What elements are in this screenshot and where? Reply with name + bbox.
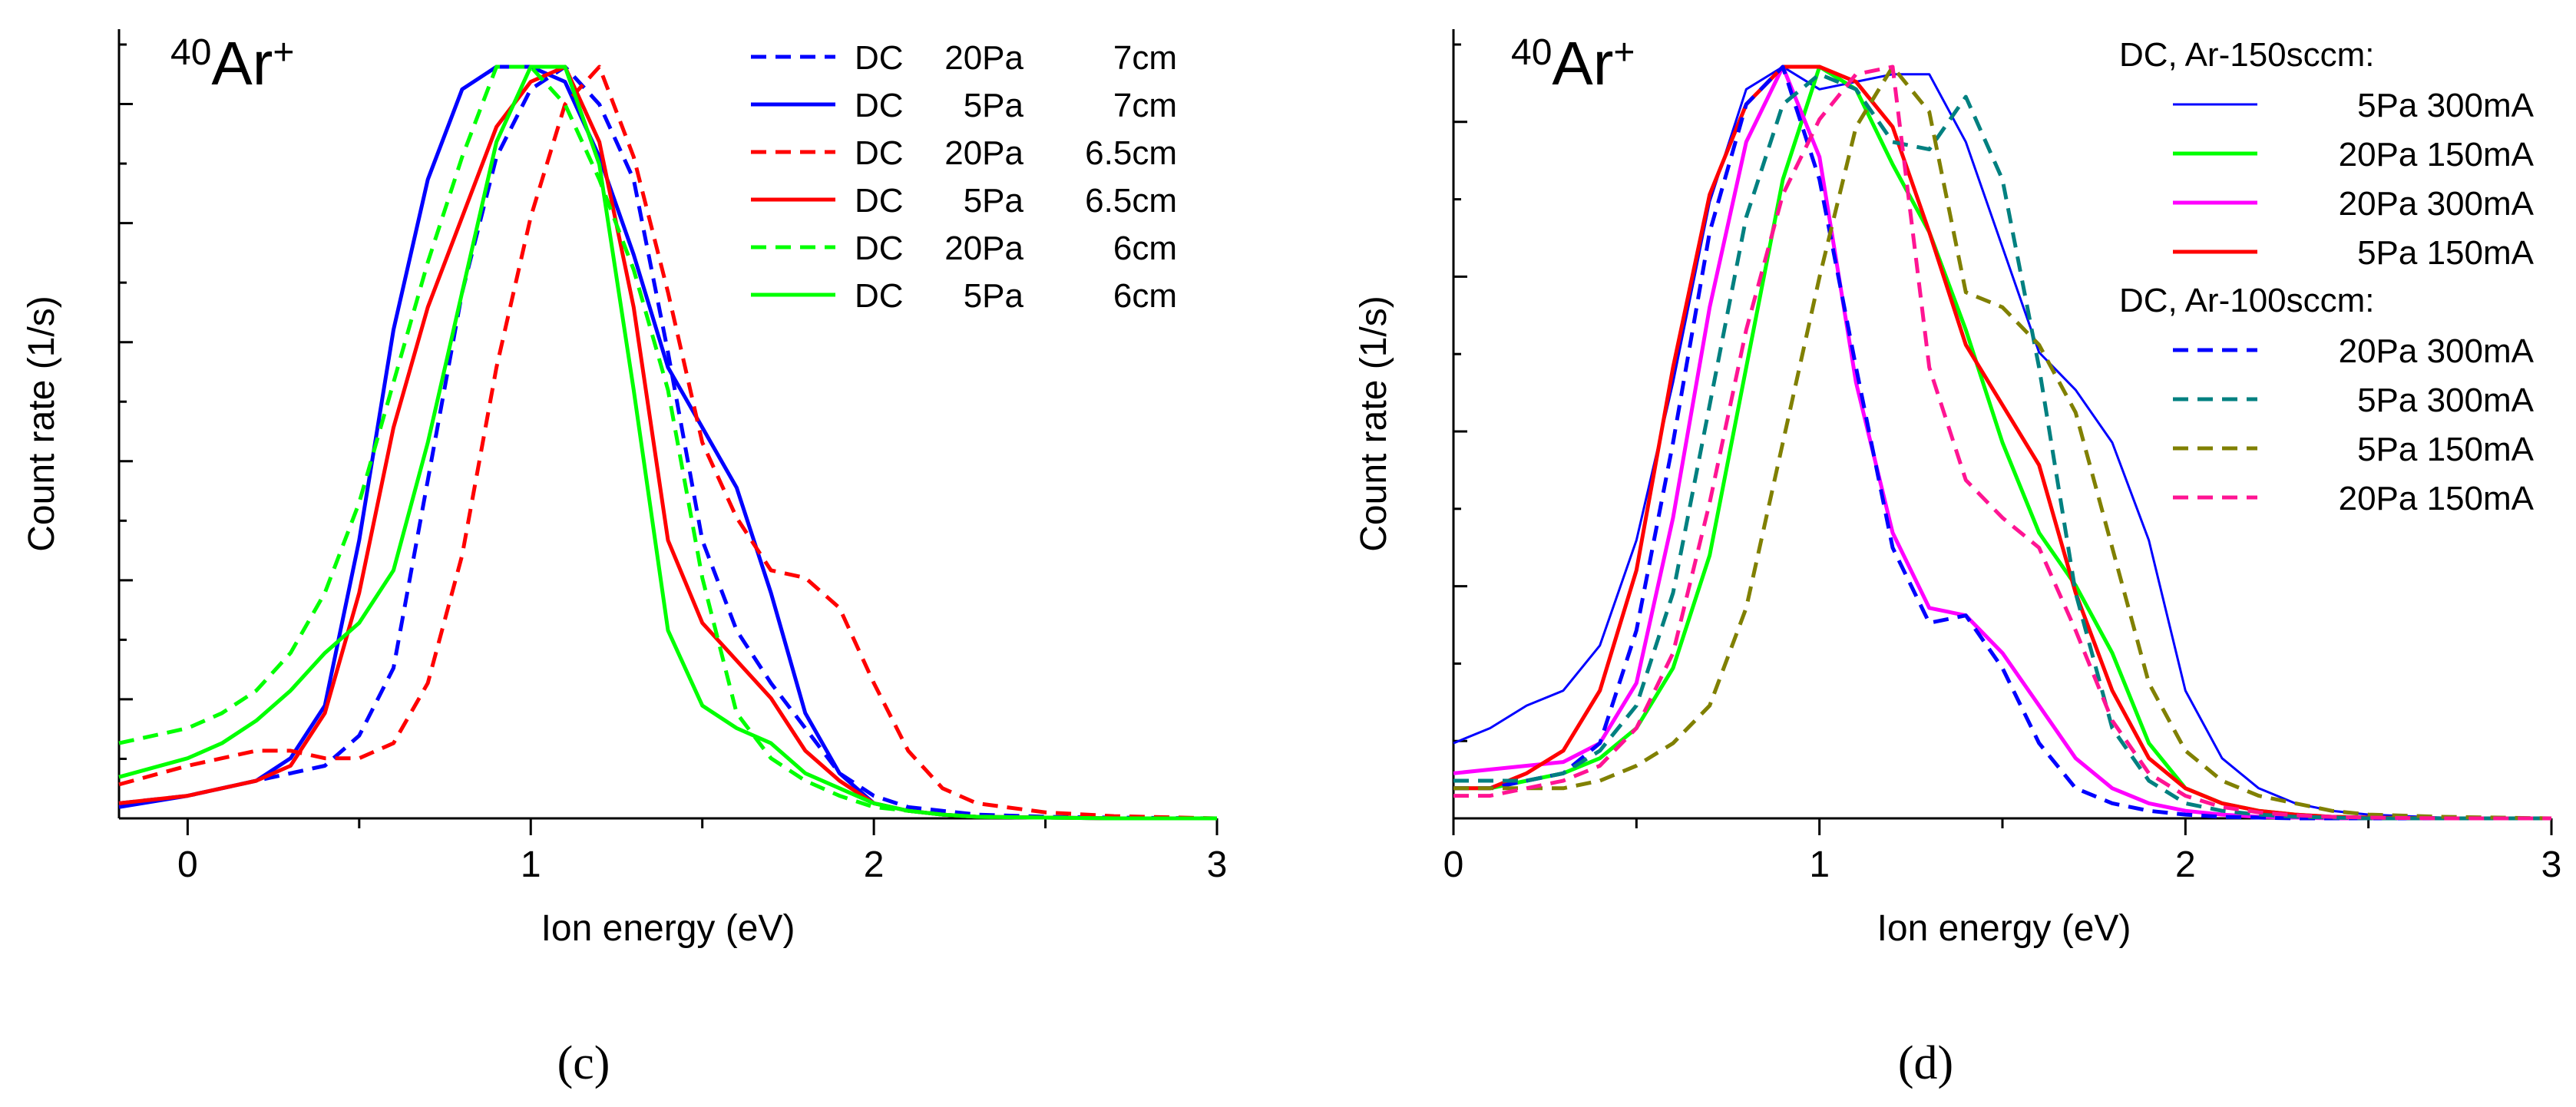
x-tick-label: 3 bbox=[2541, 844, 2562, 885]
panel-c-legend: DC 20Pa 7cm DC 5Pa 7cm DC 20Pa 6.5cm DC 5Pa 6.5cm DC… bbox=[751, 39, 1177, 315]
panel-d-legend: DC, Ar-150sccm: 5Pa 300mA 20Pa 150mA 20Pa 3… bbox=[2119, 36, 2535, 517]
panel-d-ion-label: 40Ar+ bbox=[1511, 29, 1635, 97]
panel-d-ticks: 0 1 2 3 bbox=[1443, 43, 2562, 885]
series-line-3 bbox=[118, 64, 1217, 821]
series-line-4 bbox=[118, 64, 1217, 821]
x-tick-label: 2 bbox=[864, 844, 885, 885]
panel-c-caption: (c) bbox=[557, 1037, 610, 1089]
legend-label-distance: 7cm bbox=[1113, 39, 1177, 77]
legend-label-0: 5Pa 300mA bbox=[2357, 87, 2535, 124]
series-line-0 bbox=[1453, 65, 2552, 820]
legend-label-pressure: 5Pa bbox=[964, 182, 1024, 220]
panel-c-ticks: 0 1 2 3 bbox=[119, 43, 1228, 885]
legend-label-distance: 6cm bbox=[1113, 277, 1177, 315]
panel-d: 0 1 2 3 40Ar+ DC, Ar-150sccm: 5Pa 300mA 20Pa … bbox=[1354, 29, 2561, 1089]
legend-label-pressure: 20Pa bbox=[944, 230, 1023, 267]
series-line-4 bbox=[1453, 64, 2551, 821]
series-line-1 bbox=[118, 64, 1217, 821]
legend-label-4: 20Pa 300mA bbox=[2339, 332, 2535, 370]
legend-group-title-1: DC, Ar-100sccm: bbox=[2119, 282, 2375, 319]
legend-label-distance: 6.5cm bbox=[1085, 134, 1177, 172]
series-line-2 bbox=[118, 64, 1218, 821]
legend-label-type: DC bbox=[855, 87, 904, 124]
legend-label-type: DC bbox=[855, 230, 904, 267]
legend-label-pressure: 5Pa bbox=[964, 87, 1024, 124]
series-line-5 bbox=[1453, 72, 2551, 821]
legend-label-pressure: 5Pa bbox=[964, 277, 1024, 315]
legend-label-1: 20Pa 150mA bbox=[2339, 136, 2535, 173]
x-tick-label: 0 bbox=[177, 844, 198, 885]
panel-c-series bbox=[118, 64, 1218, 821]
legend-label-2: 20Pa 300mA bbox=[2339, 185, 2535, 223]
series-line-6 bbox=[1453, 64, 2552, 821]
panel-d-y-axis-label: Count rate (1/s) bbox=[1354, 296, 1394, 551]
panel-c-x-axis-label: Ion energy (eV) bbox=[541, 908, 795, 949]
legend-group-title-0: DC, Ar-150sccm: bbox=[2119, 36, 2375, 74]
legend-label-distance: 6cm bbox=[1113, 230, 1177, 267]
panel-c-ion-label: 40Ar+ bbox=[170, 29, 294, 97]
series-line-5 bbox=[118, 64, 1217, 821]
legend-label-distance: 7cm bbox=[1113, 87, 1177, 124]
x-tick-label: 1 bbox=[1809, 844, 1830, 885]
series-line-7 bbox=[1453, 64, 2551, 821]
x-tick-label: 2 bbox=[2175, 844, 2196, 885]
legend-label-type: DC bbox=[855, 277, 904, 315]
legend-label-3: 5Pa 150mA bbox=[2357, 234, 2535, 272]
x-tick-label: 0 bbox=[1443, 844, 1464, 885]
series-line-0 bbox=[118, 64, 1218, 821]
legend-label-pressure: 20Pa bbox=[944, 134, 1023, 172]
legend-label-pressure: 20Pa bbox=[944, 39, 1023, 77]
legend-label-type: DC bbox=[855, 39, 904, 77]
x-tick-label: 3 bbox=[1207, 844, 1228, 885]
x-tick-label: 1 bbox=[521, 844, 541, 885]
legend-label-6: 5Pa 150mA bbox=[2357, 431, 2535, 468]
legend-label-distance: 6.5cm bbox=[1085, 182, 1177, 220]
panel-d-caption: (d) bbox=[1898, 1037, 1953, 1089]
panel-c-y-axis-label: Count rate (1/s) bbox=[21, 296, 62, 551]
panel-d-x-axis-label: Ion energy (eV) bbox=[1877, 908, 2131, 949]
panel-d-series bbox=[1453, 64, 2552, 821]
legend-label-7: 20Pa 150mA bbox=[2339, 480, 2535, 517]
legend-label-type: DC bbox=[855, 134, 904, 172]
legend-label-5: 5Pa 300mA bbox=[2357, 382, 2535, 419]
legend-label-type: DC bbox=[855, 182, 904, 220]
